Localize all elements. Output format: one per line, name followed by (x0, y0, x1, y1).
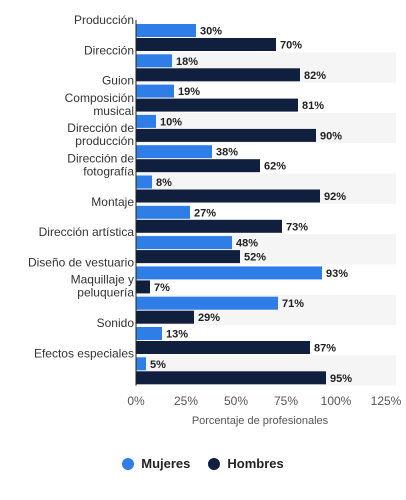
bar-mujeres-5[interactable] (136, 175, 152, 189)
bar-mujeres-0[interactable] (136, 24, 196, 37)
category-label-5-line1: fotografía (83, 165, 134, 179)
bar-hombres-8[interactable] (136, 280, 150, 294)
bar-hombres-0[interactable] (136, 38, 276, 51)
bar-mujeres-3[interactable] (136, 114, 156, 128)
bar-mujeres-6[interactable] (136, 205, 190, 219)
value-labels: 30% 70% 18% 82% 19% 81% 10% 90% 38% 62% 8% 92% 27% 73… (150, 26, 352, 385)
category-label-2: Guion (102, 74, 134, 88)
bar-hombres-1[interactable] (136, 68, 300, 82)
legend-label-mujeres: Mujeres (141, 456, 191, 471)
category-label-11: Efectos especiales (34, 346, 134, 360)
legend-label-hombres: Hombres (227, 456, 284, 471)
value-label-mujeres-11: 5% (150, 359, 166, 371)
value-label-hombres-4: 62% (264, 161, 286, 173)
bar-hombres-2[interactable] (136, 98, 298, 112)
category-label-3-line0: Composición (65, 91, 134, 105)
x-tick-label-3: 75% (274, 394, 298, 408)
legend-item-hombres[interactable]: Hombres (208, 456, 284, 471)
bar-mujeres-11[interactable] (136, 357, 146, 371)
x-axis-title: Porcentaje de profesionales (192, 415, 329, 427)
value-label-mujeres-10: 13% (166, 329, 188, 341)
x-tick-label-2: 50% (224, 394, 248, 408)
legend-marker-mujeres (122, 457, 135, 470)
bar-hombres-7[interactable] (136, 250, 240, 264)
bar-hombres-4[interactable] (136, 159, 260, 173)
x-tick-label-1: 25% (174, 394, 198, 408)
value-label-mujeres-5: 8% (156, 177, 172, 189)
category-label-8: Diseño de vestuario (28, 255, 134, 269)
category-label-9-line1: peluquería (77, 286, 134, 300)
category-label-10: Sonido (97, 316, 135, 330)
value-label-mujeres-8: 93% (326, 268, 348, 280)
bar-hombres-3[interactable] (136, 128, 316, 142)
category-label-7: Dirección artística (39, 225, 135, 239)
bar-hombres-5[interactable] (136, 189, 320, 203)
bar-mujeres-4[interactable] (136, 145, 212, 159)
bar-hombres-9[interactable] (136, 310, 194, 324)
bar-mujeres-2[interactable] (136, 84, 174, 98)
value-label-hombres-3: 90% (320, 130, 342, 142)
category-label-6: Montaje (91, 195, 134, 209)
category-label-5-line0: Dirección de (67, 152, 134, 166)
bar-mujeres-9[interactable] (136, 296, 278, 310)
value-label-mujeres-6: 27% (194, 207, 216, 219)
value-label-hombres-6: 73% (286, 221, 308, 233)
x-tick-labels: 0% 25% 50% 75% 100% 125% (127, 394, 401, 408)
value-label-hombres-0: 70% (280, 40, 302, 52)
value-label-mujeres-4: 38% (216, 147, 238, 159)
category-labels: Producción Dirección Guion Composiciónmusic… (28, 13, 134, 360)
bar-mujeres-10[interactable] (136, 327, 162, 340)
bar-hombres-6[interactable] (136, 219, 282, 233)
value-label-mujeres-7: 48% (236, 238, 258, 250)
bar-mujeres-1[interactable] (136, 54, 172, 68)
value-label-hombres-1: 82% (304, 70, 326, 82)
legend-marker-hombres (208, 457, 221, 470)
value-label-hombres-9: 29% (198, 312, 220, 324)
legend: Mujeres Hombres (0, 456, 406, 471)
value-label-hombres-2: 81% (302, 100, 324, 112)
value-label-hombres-5: 92% (324, 191, 346, 203)
x-tick-label-0: 0% (127, 394, 145, 408)
legend-item-mujeres[interactable]: Mujeres (122, 456, 190, 471)
value-label-mujeres-0: 30% (200, 26, 222, 38)
x-tick-label-4: 100% (321, 394, 352, 408)
x-tick-label-5: 125% (371, 394, 402, 408)
bar-hombres-10[interactable] (136, 341, 310, 354)
value-label-hombres-8: 7% (154, 282, 170, 294)
category-label-3-line1: musical (93, 104, 134, 118)
value-label-mujeres-1: 18% (176, 56, 198, 68)
bar-mujeres-7[interactable] (136, 236, 232, 250)
category-label-4-line0: Dirección de (67, 121, 134, 135)
value-label-mujeres-3: 10% (160, 116, 182, 128)
category-label-1: Dirección (84, 43, 134, 57)
category-label-9-line0: Maquillaje y (71, 273, 134, 287)
value-label-mujeres-9: 71% (282, 298, 304, 310)
category-label-4-line1: producción (75, 134, 134, 148)
category-label-0: Producción (74, 13, 134, 27)
value-label-hombres-11: 95% (330, 373, 352, 385)
bar-mujeres-8[interactable] (136, 266, 322, 280)
value-label-hombres-7: 52% (244, 252, 266, 264)
value-label-mujeres-2: 19% (178, 86, 200, 98)
value-label-hombres-10: 87% (314, 343, 336, 355)
bar-hombres-11[interactable] (136, 371, 326, 385)
bars (136, 24, 326, 385)
